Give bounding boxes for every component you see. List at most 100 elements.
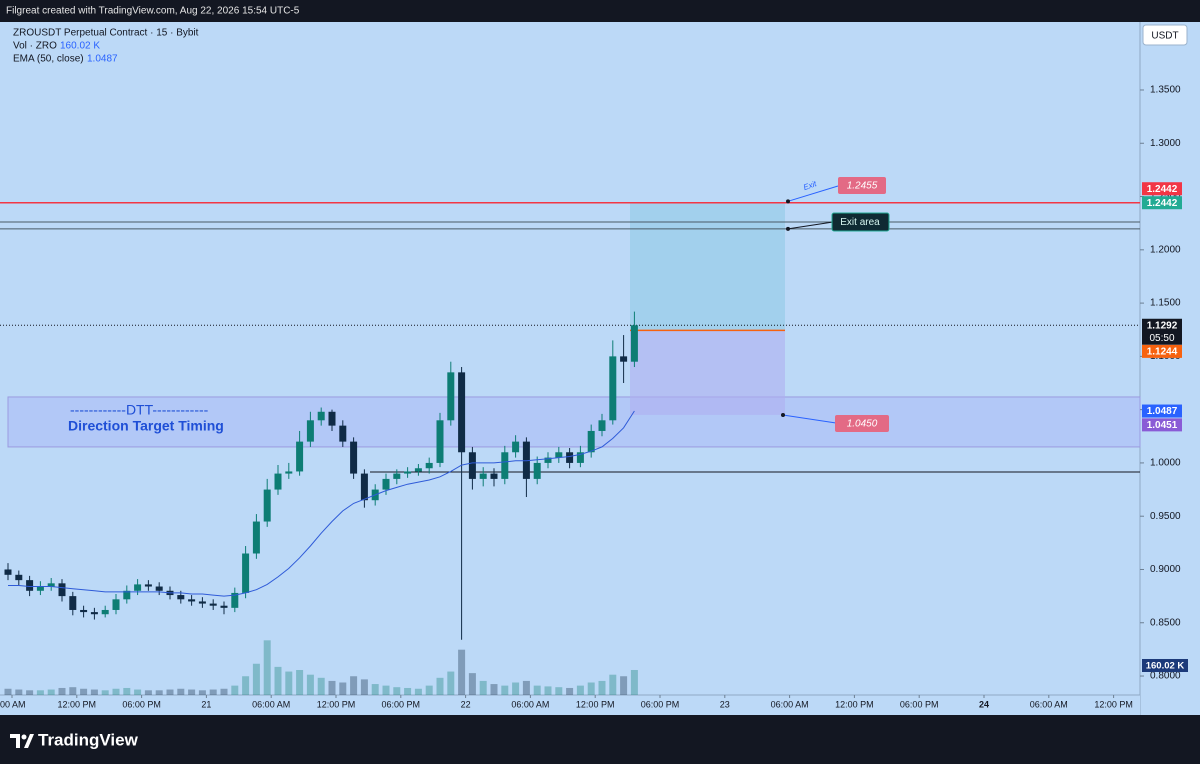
volume-bar — [382, 685, 390, 695]
price-tag — [1142, 182, 1182, 196]
y-tick-label: 1.2000 — [1150, 244, 1181, 255]
candle-body — [90, 612, 98, 615]
x-tick-label: 00 AM — [0, 699, 26, 709]
volume-bar — [620, 676, 628, 695]
candle-body — [58, 583, 66, 597]
volume-bar — [306, 674, 314, 695]
volume-bar — [360, 679, 368, 695]
volume-bar — [404, 687, 412, 695]
candle-body — [630, 325, 638, 362]
brand-logo — [10, 734, 34, 748]
x-tick-label: 12:00 PM — [317, 699, 356, 709]
annotation-label: 1.2455 — [847, 181, 878, 192]
y-tick-label: 1.0000 — [1150, 458, 1181, 469]
volume-bar — [576, 685, 584, 695]
x-tick-label: 06:00 AM — [771, 699, 809, 709]
candle-body — [609, 356, 617, 421]
ema-line — [8, 410, 635, 597]
candle-body — [306, 420, 314, 442]
candle-body — [231, 592, 239, 608]
volume-bar — [90, 689, 98, 695]
candle-body — [490, 473, 498, 479]
volume-bar — [371, 684, 379, 695]
volume-bar — [393, 687, 401, 695]
x-tick-label: 06:00 PM — [382, 699, 421, 709]
volume-bar — [296, 670, 304, 695]
volume-bar — [101, 690, 109, 695]
candle-body — [112, 599, 120, 610]
volume-bar — [134, 689, 142, 695]
x-tick-label: 06:00 PM — [641, 699, 680, 709]
candle-body — [123, 590, 131, 600]
candle-body — [144, 584, 152, 587]
candle-body — [220, 605, 228, 608]
annotation-box — [838, 177, 886, 194]
chart-pane — [0, 22, 1140, 695]
x-tick-label: 23 — [720, 699, 730, 709]
volume-bar — [166, 689, 174, 695]
candle-body — [263, 489, 271, 522]
legend: ZROUSDT Perpetual Contract · 15 · Bybit … — [13, 28, 199, 65]
currency-button[interactable] — [1142, 24, 1188, 46]
annotation-box — [835, 415, 889, 432]
candle-body — [360, 473, 368, 501]
volume-bar — [155, 690, 163, 695]
x-tick-label: 22 — [461, 699, 471, 709]
volume-bar — [501, 685, 509, 695]
candle-body — [285, 471, 293, 474]
candle-body — [479, 473, 487, 479]
zone — [7, 396, 1141, 448]
volume-bar — [544, 686, 552, 695]
candle-body — [177, 595, 185, 600]
x-tick-label: 06:00 PM — [122, 699, 161, 709]
currency[interactable]: USDT — [1151, 31, 1178, 42]
volume-bar — [414, 688, 422, 695]
volume-bar — [177, 688, 185, 695]
candle-body — [533, 462, 541, 479]
price-tag-label: 1.1292 — [1147, 320, 1178, 331]
y-tick-label: 0.8500 — [1150, 617, 1181, 628]
brand: TradingView — [38, 730, 139, 749]
volume-bar — [112, 688, 120, 695]
candle-body — [620, 356, 628, 362]
plot: ------------DTT------------Direction Tar… — [0, 177, 1141, 695]
candle-body — [209, 603, 217, 606]
volume-bar — [533, 685, 541, 695]
candle-body — [447, 372, 455, 421]
volume-legend: Vol · ZRO — [13, 41, 57, 52]
volume-bar — [555, 687, 563, 695]
volume-tag — [1142, 658, 1188, 672]
x-tick-label: 06:00 AM — [252, 699, 290, 709]
price-tag — [1142, 344, 1182, 358]
candle-body — [404, 471, 412, 474]
annotation-anchor — [781, 412, 785, 417]
annotation-connector — [787, 185, 839, 202]
candle-body — [36, 586, 44, 591]
volume-bar — [490, 684, 498, 695]
volume-bar — [47, 689, 55, 695]
candle-body — [69, 596, 77, 610]
stop-area — [630, 330, 785, 415]
candle-body — [242, 553, 250, 593]
annotation-box — [831, 212, 890, 232]
y-tick-label: 0.9500 — [1150, 511, 1181, 522]
candle-body — [522, 441, 530, 479]
footer — [0, 715, 1200, 764]
volume-bar — [209, 689, 217, 695]
candle-body — [328, 411, 336, 426]
volume-bar — [123, 687, 131, 695]
volume-bar — [263, 640, 271, 695]
price-tag-label: 1.1244 — [1147, 347, 1178, 358]
ema-legend-value: 1.0487 — [87, 54, 118, 65]
caption: Filgreat created with TradingView.com, A… — [6, 6, 300, 17]
x-tick-label: 24 — [979, 699, 989, 709]
volume-bar — [285, 671, 293, 695]
price-tag-label: 1.0451 — [1147, 420, 1178, 431]
candle-body — [512, 441, 520, 453]
annotation-connector — [787, 221, 834, 230]
volume-bar — [242, 676, 250, 695]
candle-body — [134, 584, 142, 591]
volume-bar — [609, 674, 617, 695]
candle-body — [598, 420, 606, 431]
volume-bar — [447, 671, 455, 695]
